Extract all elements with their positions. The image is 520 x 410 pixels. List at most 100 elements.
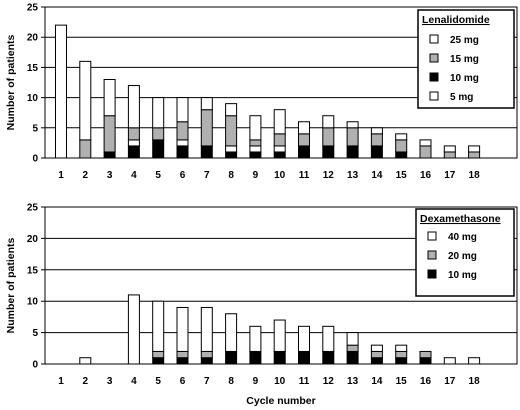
x-tick-label: 11 <box>299 376 310 387</box>
bar-segment-15mg-cycle-13 <box>346 127 359 147</box>
bar-segment-10mg-cycle-6 <box>176 145 189 159</box>
legend-label: 10 mg <box>448 270 477 281</box>
bar-segment-15mg-cycle-10 <box>273 133 286 147</box>
x-tick-label: 1 <box>58 170 64 181</box>
bar-segment-10mg-cycle-5 <box>152 357 165 365</box>
y-tick-label: 10 <box>27 93 39 104</box>
bar-segment-25mg-cycle-11 <box>298 121 310 135</box>
x-tick-label: 5 <box>155 170 161 181</box>
x-tick-label: 4 <box>131 170 137 181</box>
bar-segment-25mg-cycle-6 <box>176 97 189 123</box>
x-axis-label: Cycle number <box>246 395 315 407</box>
bar-segment-10mg-cycle-7 <box>200 357 213 365</box>
bar-segment-25mg-cycle-4 <box>127 85 140 129</box>
x-tick-label: 3 <box>107 376 113 387</box>
bar-segment-10mg-cycle-14 <box>370 145 383 159</box>
bar-segment-15mg-cycle-11 <box>298 133 310 147</box>
y-tick-label: 15 <box>27 265 39 276</box>
bar-segment-10mg-cycle-16 <box>419 357 432 365</box>
x-tick-label: 16 <box>420 170 432 181</box>
legend-swatch <box>427 231 437 241</box>
bar-segment-5mg-cycle-4 <box>127 139 140 147</box>
x-tick-label: 14 <box>371 376 383 387</box>
bar-segment-25mg-cycle-7 <box>200 97 213 111</box>
legend-label: 25 mg <box>450 35 479 46</box>
y-axis-label: Number of patients <box>5 35 17 131</box>
bar-segment-15mg-cycle-9 <box>249 139 262 147</box>
bar-segment-25mg-cycle-12 <box>322 115 335 129</box>
bar-segment-25mg-cycle-10 <box>273 109 286 135</box>
bar-segment-40mg-cycle-12 <box>322 325 335 352</box>
bar-segment-10mg-cycle-11 <box>298 145 310 159</box>
x-tick-label: 5 <box>155 376 161 387</box>
x-tick-label: 12 <box>323 376 335 387</box>
bar-segment-10mg-cycle-8 <box>225 151 238 159</box>
bar-segment-10mg-cycle-12 <box>322 350 335 365</box>
bar-segment-5mg-cycle-6 <box>176 139 189 147</box>
x-tick-label: 1 <box>58 376 64 387</box>
bar-segment-40mg-cycle-13 <box>346 332 359 346</box>
bar-segment-20mg-cycle-14 <box>370 350 383 359</box>
x-tick-label: 10 <box>274 170 286 181</box>
y-tick-label: 0 <box>32 154 38 165</box>
bar-segment-20mg-cycle-15 <box>395 350 408 359</box>
bar-segment-25mg-cycle-8 <box>225 103 238 117</box>
legend-title: Dexamethasone <box>420 213 501 225</box>
bar-segment-15mg-cycle-4 <box>127 127 140 141</box>
x-tick-label: 9 <box>253 170 259 181</box>
bar-segment-10mg-cycle-6 <box>176 357 189 365</box>
bar-segment-40mg-cycle-15 <box>395 344 408 352</box>
bar-segment-15mg-cycle-18 <box>468 151 481 159</box>
bar-segment-10mg-cycle-10 <box>273 350 286 365</box>
bar-segment-15mg-cycle-12 <box>322 127 335 147</box>
bar-segment-25mg-cycle-14 <box>370 127 383 135</box>
bar-segment-10mg-cycle-13 <box>346 350 359 365</box>
y-tick-label: 5 <box>32 123 38 134</box>
x-tick-label: 7 <box>204 376 210 387</box>
bar-segment-40mg-cycle-14 <box>370 344 383 352</box>
y-tick-label: 0 <box>32 360 38 371</box>
y-tick-label: 15 <box>27 63 39 74</box>
bar-segment-40mg-cycle-7 <box>200 306 213 352</box>
bar-segment-20mg-cycle-6 <box>176 350 189 359</box>
legend-label: 20 mg <box>448 251 477 262</box>
bar-segment-5mg-cycle-8 <box>225 145 238 153</box>
y-tick-label: 10 <box>27 297 39 308</box>
x-tick-label: 2 <box>83 170 89 181</box>
legend-swatch <box>427 250 437 260</box>
y-tick-label: 5 <box>32 328 38 339</box>
bar-segment-15mg-cycle-14 <box>370 133 383 147</box>
y-tick-label: 25 <box>27 203 39 214</box>
legend-swatch <box>429 53 439 63</box>
x-tick-label: 16 <box>420 376 432 387</box>
x-tick-label: 10 <box>274 376 286 387</box>
x-tick-label: 9 <box>253 376 259 387</box>
bar-segment-25mg-cycle-18 <box>468 145 481 153</box>
bar-segment-25mg-cycle-5 <box>152 97 165 129</box>
bar-segment-25mg-cycle-17 <box>443 145 456 153</box>
bar-segment-10mg-cycle-13 <box>346 145 359 159</box>
bar-segment-40mg-cycle-2 <box>79 357 92 365</box>
bar-segment-10mg-cycle-9 <box>249 350 262 365</box>
x-tick-label: 13 <box>347 170 359 181</box>
x-tick-label: 14 <box>371 170 383 181</box>
bar-segment-10mg-cycle-3 <box>103 151 116 159</box>
bar-segment-40mg-cycle-18 <box>468 357 481 365</box>
bar-segment-10mg-cycle-8 <box>225 350 238 365</box>
y-axis-label: Number of patients <box>5 238 17 334</box>
bar-segment-25mg-cycle-2 <box>79 60 92 141</box>
x-tick-label: 17 <box>444 170 456 181</box>
x-tick-label: 17 <box>444 376 456 387</box>
bar-segment-20mg-cycle-5 <box>152 350 165 359</box>
bar-segment-25mg-cycle-15 <box>395 133 408 141</box>
y-tick-label: 20 <box>27 234 39 245</box>
bar-segment-5mg-cycle-10 <box>273 145 286 153</box>
x-tick-label: 8 <box>228 170 234 181</box>
y-tick-label: 20 <box>27 33 39 44</box>
x-tick-label: 12 <box>323 170 335 181</box>
legend-label: 5 mg <box>450 92 473 103</box>
bar-segment-15mg-cycle-17 <box>443 151 456 159</box>
bar-segment-15mg-cycle-7 <box>200 109 213 147</box>
